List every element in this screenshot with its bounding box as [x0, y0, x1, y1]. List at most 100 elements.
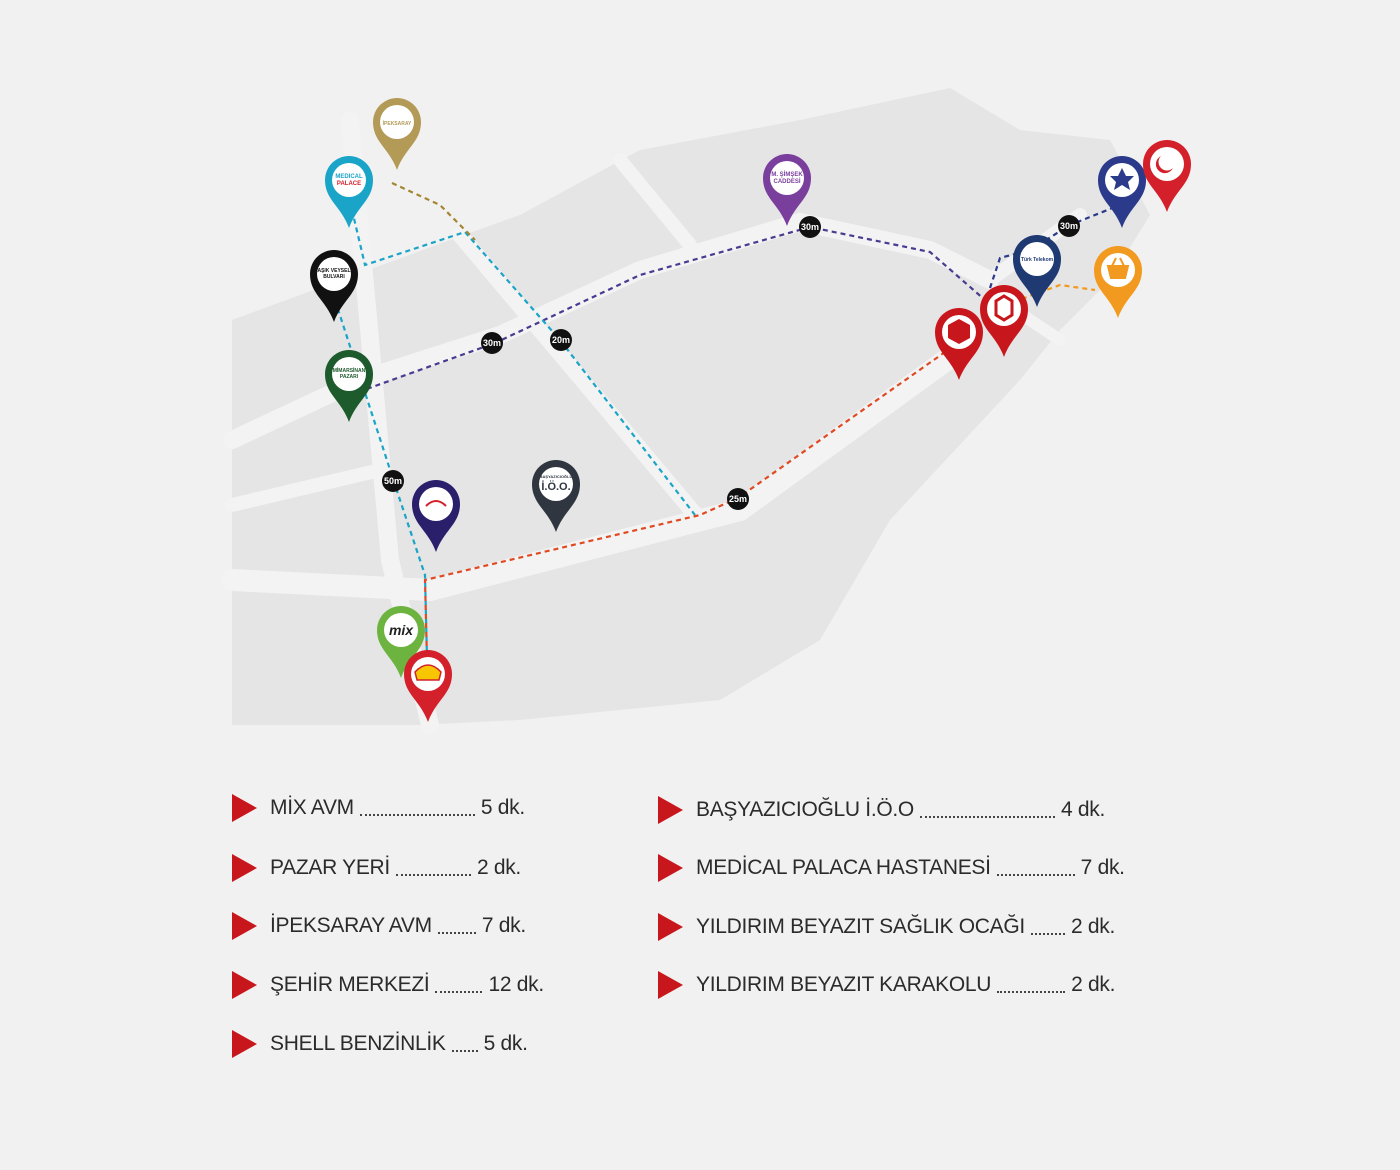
badge-orange: 25m	[727, 488, 749, 510]
health-crescent-icon	[1155, 156, 1173, 174]
legend-item: MEDİCAL PALACA HASTANESİ 7 dk.	[658, 853, 1125, 883]
pin-label: mix	[389, 622, 414, 638]
badge-label: 30m	[801, 222, 819, 232]
badge-purple-east: 30m	[799, 216, 821, 238]
legend-time: 4 dk.	[1060, 798, 1105, 821]
arrow-icon	[232, 1030, 257, 1058]
legend-item: YILDIRIM BEYAZIT SAĞLIK OCAĞI 2 dk.	[658, 912, 1115, 942]
legend-item: YILDIRIM BEYAZIT KARAKOLU 2 dk.	[658, 970, 1115, 1000]
route-map: 30m 20m 30m 30m 50m 25m İPEKSARAY MEDICA…	[232, 88, 1191, 725]
arrow-icon	[232, 912, 257, 940]
route-teal	[350, 209, 696, 516]
pin-label: PAZARI	[340, 374, 359, 380]
pin-ipeksaray[interactable]: İPEKSARAY	[373, 98, 421, 170]
dotted-leader	[996, 874, 1075, 876]
pin-simsek-caddesi[interactable]: M. ŞİMŞEK CADDESİ	[763, 154, 811, 226]
pin-dark-brand[interactable]	[412, 480, 460, 552]
pin-label: AŞIK VEYSEL	[317, 268, 350, 274]
dotted-leader	[997, 991, 1066, 993]
pin-label: CADDESİ	[773, 178, 800, 185]
arrow-icon	[232, 971, 257, 999]
pin-asik-veysel[interactable]: AŞIK VEYSEL BULVARI	[310, 250, 358, 322]
badge-label: 30m	[483, 338, 501, 348]
badge-label: 50m	[384, 476, 402, 486]
badge-label: 30m	[1060, 221, 1078, 231]
pin-label: MİMARSİNAN	[333, 367, 366, 374]
pin-label: BULVARI	[323, 274, 345, 280]
legend-time: 2 dk.	[476, 856, 521, 879]
cube-logo-icon	[948, 319, 970, 344]
badge-label: 20m	[552, 335, 570, 345]
route-gold	[391, 182, 476, 241]
map-pins: İPEKSARAY MEDICAL PALACE AŞIK VEYSEL BUL…	[310, 98, 1191, 722]
police-star-icon	[1110, 168, 1134, 190]
legend-name: SHELL BENZİNLİK	[270, 1032, 446, 1055]
arrow-icon	[658, 913, 683, 941]
pin-brand-red-east[interactable]	[980, 285, 1028, 357]
legend-time: 2 dk.	[1070, 915, 1115, 938]
pin-label: PALACE	[337, 181, 361, 187]
legend-name: MEDİCAL PALACA HASTANESİ	[696, 856, 991, 879]
legend-time: 12 dk.	[488, 973, 544, 996]
pin-label: İ.Ö.O.	[541, 480, 570, 493]
badge-label: 25m	[729, 494, 747, 504]
arrow-icon	[658, 854, 683, 882]
dotted-leader	[395, 874, 471, 876]
pin-label: MEDICAL	[335, 174, 363, 180]
dotted-leader	[435, 991, 483, 993]
legend-item: SHELL BENZİNLİK 5 dk.	[232, 1029, 528, 1059]
shell-logo-icon	[414, 664, 442, 681]
pin-health[interactable]	[1143, 140, 1191, 212]
legend-name: BAŞYAZICIOĞLU İ.Ö.O	[696, 798, 914, 821]
pin-label: BAŞYAZICIOĞLU	[540, 474, 573, 479]
badge-teal: 20m	[550, 329, 572, 351]
badge-south: 50m	[382, 470, 404, 492]
pin-school[interactable]: BAŞYAZICIOĞLU İ.Ö.O.	[532, 460, 580, 532]
dotted-leader	[919, 816, 1055, 818]
dotted-leader	[359, 814, 475, 816]
badge-purple-west: 30m	[481, 332, 503, 354]
legend-item: BAŞYAZICIOĞLU İ.Ö.O 4 dk.	[658, 795, 1105, 825]
legend-time: 2 dk.	[1071, 973, 1116, 996]
arrow-icon	[658, 796, 683, 824]
route-purple	[349, 225, 986, 397]
brand-logo-icon	[994, 294, 1014, 322]
pin-label: M. ŞİMŞEK	[771, 171, 803, 178]
legend-item: PAZAR YERİ 2 dk.	[232, 853, 521, 883]
pin-market[interactable]	[1094, 246, 1142, 318]
arrow-icon	[658, 971, 683, 999]
dotted-leader	[1030, 933, 1065, 935]
legend-item: İPEKSARAY AVM 7 dk.	[232, 911, 526, 941]
distance-badges: 30m 20m 30m 30m 50m 25m	[382, 215, 1080, 510]
arrow-icon	[232, 794, 257, 822]
badge-navy: 30m	[1058, 215, 1080, 237]
legend-item: ŞEHİR MERKEZİ 12 dk.	[232, 970, 544, 1000]
pin-mix-avm[interactable]: mix	[377, 606, 425, 678]
legend-time: 7 dk.	[1080, 856, 1125, 879]
legend-name: MİX AVM	[270, 796, 354, 819]
pin-police[interactable]	[1098, 156, 1146, 228]
brand-swoosh-icon	[425, 500, 447, 507]
arrow-icon	[232, 854, 257, 882]
pin-brand-red-west[interactable]	[935, 308, 983, 380]
pin-label: Türk Telekom	[1021, 257, 1054, 263]
legend-name: YILDIRIM BEYAZIT KARAKOLU	[696, 973, 992, 996]
basket-icon	[1106, 257, 1130, 279]
legend-item: MİX AVM 5 dk.	[232, 793, 525, 823]
route-orange	[423, 344, 956, 701]
legend-name: YILDIRIM BEYAZIT SAĞLIK OCAĞI	[696, 915, 1025, 938]
pin-shell[interactable]	[404, 650, 452, 722]
pin-mimarsinan[interactable]: MİMARSİNAN PAZARI	[325, 350, 373, 422]
route-teal-south	[333, 299, 430, 701]
legend-name: ŞEHİR MERKEZİ	[270, 973, 430, 996]
pin-label: İPEKSARAY	[383, 120, 412, 127]
dotted-leader	[451, 1050, 478, 1052]
legend-time: 7 dk.	[481, 914, 526, 937]
pin-turk-telekom[interactable]: Türk Telekom	[1013, 235, 1061, 307]
legend-name: İPEKSARAY AVM	[270, 914, 432, 937]
dotted-leader	[437, 932, 476, 934]
legend-time: 5 dk.	[480, 796, 525, 819]
legend-name: PAZAR YERİ	[270, 856, 390, 879]
pin-medical-palace[interactable]: MEDICAL PALACE	[325, 156, 373, 228]
legend-time: 5 dk.	[483, 1032, 528, 1055]
